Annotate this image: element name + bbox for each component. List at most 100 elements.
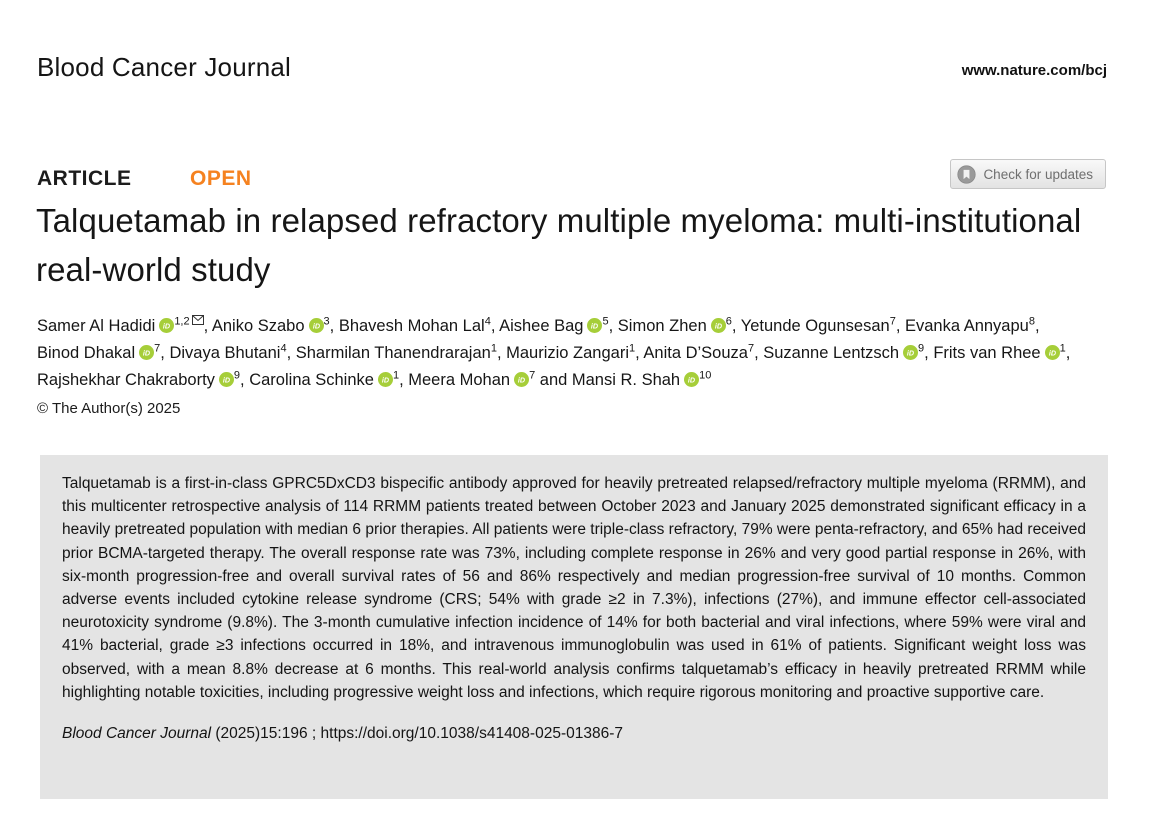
author-name: Samer Al Hadidi bbox=[37, 317, 156, 335]
author-separator: , bbox=[329, 317, 339, 335]
orcid-icon[interactable]: iD bbox=[710, 315, 726, 333]
author-affiliation-sup: 3 bbox=[323, 315, 330, 328]
journal-url-link[interactable]: www.nature.com/bcj bbox=[961, 62, 1107, 79]
author: Mansi R. Shah iD 10 bbox=[571, 369, 712, 389]
abstract-box: Talquetamab is a first-in-class GPRC5DxC… bbox=[40, 455, 1108, 799]
orcid-icon[interactable]: iD bbox=[377, 369, 393, 387]
author-affiliation-sup: 5 bbox=[602, 315, 609, 328]
author-affiliation-sup: 4 bbox=[484, 315, 491, 328]
author-name: Mansi R. Shah bbox=[571, 371, 681, 389]
author: Yetunde Ogunsesan7 bbox=[740, 315, 896, 335]
author-name: Simon Zhen bbox=[617, 317, 707, 335]
svg-text:iD: iD bbox=[223, 376, 230, 384]
author-affiliation-sup: 1 bbox=[392, 369, 400, 382]
author: Evanka Annyapu8 bbox=[904, 315, 1035, 335]
author-affiliation-sup: 6 bbox=[725, 315, 732, 328]
svg-text:iD: iD bbox=[715, 322, 722, 330]
citation-line: Blood Cancer Journal (2025)15:196 ; http… bbox=[62, 725, 1086, 743]
orcid-icon[interactable]: iD bbox=[139, 342, 155, 360]
author-affiliation-sup: 1 bbox=[629, 342, 636, 355]
author-affiliation-sup: 1 bbox=[490, 342, 497, 355]
author: Maurizio Zangari1 bbox=[506, 342, 636, 362]
svg-text:iD: iD bbox=[688, 376, 695, 384]
svg-text:iD: iD bbox=[907, 349, 914, 357]
author-affiliation-sup: 8 bbox=[1028, 315, 1035, 328]
citation-journal: Blood Cancer Journal bbox=[62, 725, 212, 743]
author-separator: , bbox=[608, 317, 618, 335]
author-name: Sharmilan Thanendrarajan bbox=[295, 344, 491, 362]
author-separator: , bbox=[754, 344, 764, 362]
author: Suzanne Lentzsch iD 9 bbox=[763, 342, 925, 362]
article-type-label: ARTICLE bbox=[37, 167, 132, 190]
author-separator: , bbox=[1065, 344, 1071, 362]
svg-text:iD: iD bbox=[163, 322, 170, 330]
author-affiliation-sup: 7 bbox=[747, 342, 755, 355]
journal-name: Blood Cancer Journal bbox=[37, 52, 292, 82]
orcid-icon[interactable]: iD bbox=[159, 315, 175, 333]
orcid-icon[interactable]: iD bbox=[308, 315, 324, 333]
author-name: Meera Mohan bbox=[408, 371, 511, 389]
author-affiliation-sup: 7 bbox=[889, 315, 896, 328]
orcid-icon[interactable]: iD bbox=[903, 342, 919, 360]
author-affiliation-sup: 9 bbox=[918, 342, 925, 355]
author: Anita D’Souza7 bbox=[643, 342, 755, 362]
open-access-label: OPEN bbox=[190, 167, 252, 190]
author-affiliation-sup: 7 bbox=[529, 369, 536, 382]
orcid-icon[interactable]: iD bbox=[684, 369, 700, 387]
author: Bhavesh Mohan Lal4 bbox=[338, 315, 491, 335]
corresponding-author-email-icon[interactable] bbox=[191, 307, 204, 325]
author-name: Anita D’Souza bbox=[643, 344, 748, 362]
author-separator: , bbox=[490, 317, 500, 335]
svg-text:iD: iD bbox=[591, 322, 598, 330]
author: Simon Zhen iD 6 bbox=[617, 315, 732, 335]
citation-doi-link[interactable]: https://doi.org/10.1038/s41408-025-01386… bbox=[320, 725, 623, 743]
author: Binod Dhakal iD 7 bbox=[37, 342, 161, 362]
author-separator: , bbox=[240, 371, 250, 389]
orcid-icon[interactable]: iD bbox=[1044, 342, 1060, 360]
check-for-updates-label: Check for updates bbox=[983, 166, 1093, 182]
author-separator: , bbox=[399, 371, 409, 389]
author-affiliation-sup: 4 bbox=[280, 342, 287, 355]
orcid-icon[interactable]: iD bbox=[218, 369, 234, 387]
author-affiliation-sup: 7 bbox=[154, 342, 161, 355]
author-affiliation-sup: 10 bbox=[699, 369, 712, 382]
article-title: Talquetamab in relapsed refractory multi… bbox=[36, 202, 1082, 288]
author-name: Evanka Annyapu bbox=[904, 317, 1029, 335]
check-for-updates-button[interactable]: Check for updates bbox=[950, 159, 1106, 189]
author-separator: , bbox=[160, 344, 170, 362]
author-name: Maurizio Zangari bbox=[506, 344, 629, 362]
author: Divaya Bhutani4 bbox=[169, 342, 287, 362]
author-name: Aishee Bag bbox=[499, 317, 584, 335]
author: Meera Mohan iD 7 bbox=[408, 369, 536, 389]
svg-text:iD: iD bbox=[1049, 349, 1056, 357]
svg-text:iD: iD bbox=[518, 376, 525, 384]
author-separator: , bbox=[924, 344, 934, 362]
author: Samer Al Hadidi iD 1,2 bbox=[37, 315, 204, 335]
author-name: Binod Dhakal bbox=[37, 344, 136, 362]
author: Carolina Schinke iD 1 bbox=[249, 369, 400, 389]
svg-text:iD: iD bbox=[143, 349, 150, 357]
author-name: Yetunde Ogunsesan bbox=[740, 317, 890, 335]
copyright-notice: © The Author(s) 2025 bbox=[37, 400, 181, 417]
author-affiliation-sup: 1,2 bbox=[174, 315, 190, 328]
author-name: Carolina Schinke bbox=[249, 371, 374, 389]
author: Aishee Bag iD 5 bbox=[499, 315, 609, 335]
orcid-icon[interactable]: iD bbox=[514, 369, 530, 387]
author-separator: , bbox=[203, 317, 212, 335]
author-separator: , bbox=[635, 344, 644, 362]
author-affiliation-sup: 1 bbox=[1059, 342, 1066, 355]
crossmark-bookmark-icon bbox=[957, 164, 977, 184]
author-separator: and bbox=[535, 371, 572, 389]
author-separator: , bbox=[496, 344, 507, 362]
orcid-icon[interactable]: iD bbox=[587, 315, 603, 333]
author-name: Frits van Rhee bbox=[933, 344, 1041, 362]
author-separator: , bbox=[895, 317, 905, 335]
author-name: Suzanne Lentzsch bbox=[763, 344, 900, 362]
author-separator: , bbox=[286, 344, 296, 362]
author-name: Aniko Szabo bbox=[211, 317, 305, 335]
author-name: Rajshekhar Chakraborty bbox=[37, 371, 215, 389]
citation-volume-page: (2025)15:196 ; bbox=[211, 725, 321, 743]
author: Rajshekhar Chakraborty iD 9 bbox=[37, 369, 240, 389]
author-name: Bhavesh Mohan Lal bbox=[338, 317, 485, 335]
